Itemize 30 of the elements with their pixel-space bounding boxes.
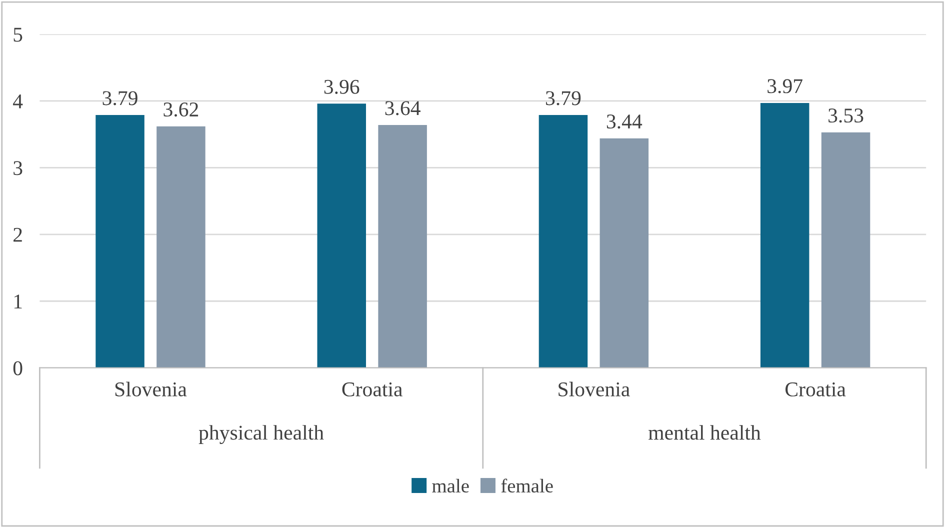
text: physical health xyxy=(198,425,324,444)
bar xyxy=(600,138,649,368)
x-tick-label: Croatia xyxy=(342,382,402,396)
x-tick-label: Croatia xyxy=(785,382,846,396)
y-tick-label: 0 xyxy=(13,361,22,376)
data-label: 3.44 xyxy=(606,114,642,129)
data-label: 3.64 xyxy=(385,101,420,116)
data-label: 3.79 xyxy=(546,91,581,106)
bar xyxy=(760,102,810,368)
y-tick-label: 1 xyxy=(14,294,22,308)
text: mental health xyxy=(648,425,761,440)
data-label: 3.62 xyxy=(164,102,198,117)
bar xyxy=(156,126,206,368)
legend-label: female xyxy=(501,478,553,493)
y-tick-label: 2 xyxy=(14,228,22,242)
bar xyxy=(378,124,427,368)
legend-label: male xyxy=(432,478,469,493)
data-label: 3.97 xyxy=(768,79,802,94)
x-tick-label: Slovenia xyxy=(115,382,187,396)
bar xyxy=(317,104,366,368)
bar xyxy=(96,114,144,368)
data-label: 3.53 xyxy=(828,108,864,123)
bar xyxy=(821,132,870,368)
x-tick-label: Slovenia xyxy=(558,382,630,396)
data-label: 3.96 xyxy=(324,80,360,94)
y-tick-label: 4 xyxy=(13,94,23,108)
bar xyxy=(538,114,588,368)
y-tick-label: 5 xyxy=(14,28,22,42)
y-tick-label: 3 xyxy=(14,161,22,176)
data-label: 3.79 xyxy=(102,91,138,106)
